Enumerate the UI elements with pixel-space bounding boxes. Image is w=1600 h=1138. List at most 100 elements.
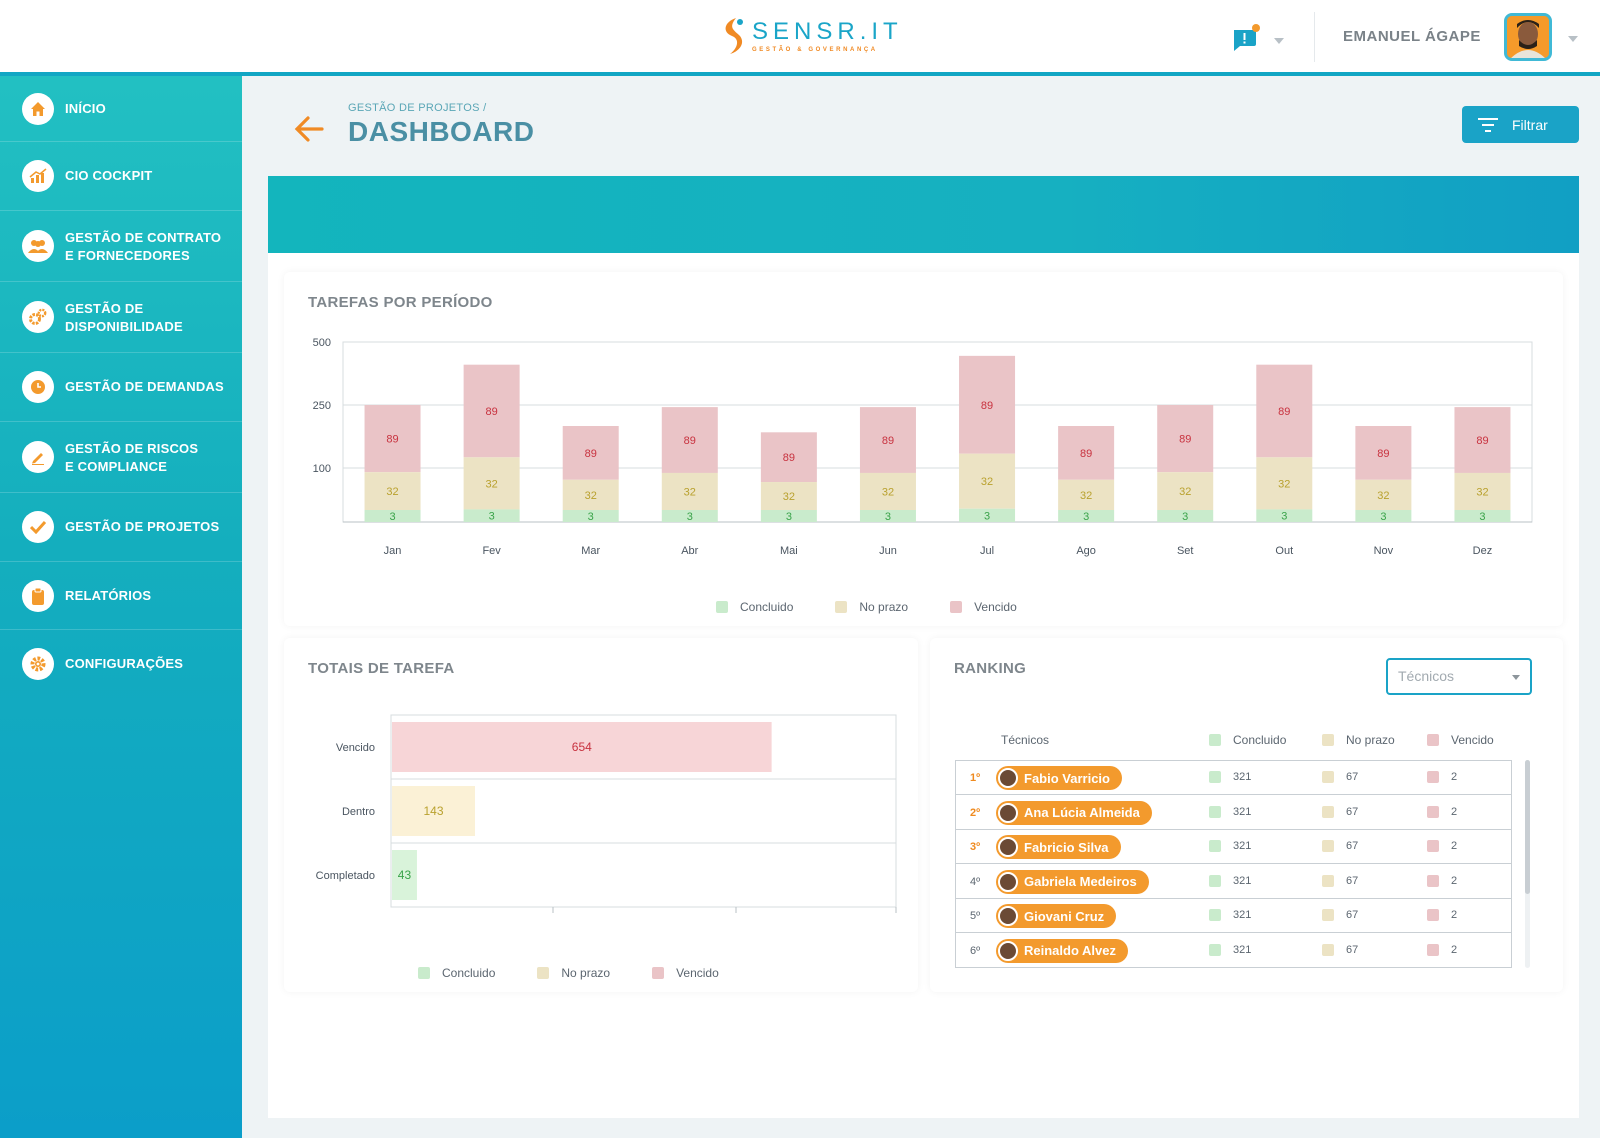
bar-concluido[interactable] [1454,510,1511,522]
sidebar-item-configuracoes[interactable]: CONFIGURAÇÕES [0,630,242,698]
sidebar-item-relatorios[interactable]: RELATÓRIOS [0,562,242,630]
bar-vencido[interactable] [1256,364,1313,458]
legend-vencido[interactable]: Vencido [652,966,719,980]
bar-vencido[interactable] [1355,426,1412,480]
card-title: RANKING [954,660,1027,677]
bar-vencido[interactable] [959,355,1016,454]
data-label: 3 [687,511,693,523]
sidebar-item-gestao-projetos[interactable]: GESTÃO DE PROJETOS [0,493,242,562]
user-avatar[interactable] [1504,13,1552,61]
bar-vencido[interactable] [463,364,520,458]
data-label: 3 [588,511,594,523]
sidebar-item-gestao-disponibilidade[interactable]: GESTÃO DE DISPONIBILIDADE [0,282,242,353]
page-title: DASHBOARD [348,116,535,147]
bar-no-prazo[interactable] [1058,479,1115,510]
sidebar-item-gestao-contrato[interactable]: GESTÃO DE CONTRATO E FORNECEDORES [0,211,242,282]
rank-position: 5º [970,910,981,922]
technician-chip[interactable]: Fabio Varricio [996,766,1122,790]
table-row[interactable]: 2º Ana Lúcia Almeida 321 67 2 [956,796,1511,830]
ranking-type-select[interactable]: Técnicos [1386,658,1532,695]
sidebar-item-cio-cockpit[interactable]: CIO COCKPIT [0,142,242,211]
bar-vencido[interactable] [1454,407,1511,473]
technician-chip[interactable]: Ana Lúcia Almeida [996,800,1152,825]
bar-concluido[interactable] [1058,510,1115,522]
bar-no-prazo[interactable] [1157,472,1214,510]
vencido-value: 2 [1451,805,1458,818]
bar-no-prazo[interactable] [463,457,520,510]
bar-no-prazo[interactable] [562,479,619,510]
bar-dentro[interactable] [392,786,476,836]
data-label: 89 [1080,448,1092,460]
x-tick-label: Jun [879,545,897,557]
notification-dropdown-icon[interactable] [1274,38,1284,44]
chat-alert-icon[interactable] [1232,24,1260,52]
technician-name: Fabricio Silva [1024,839,1109,855]
breadcrumb[interactable]: GESTÃO DE PROJETOS / [348,102,487,114]
bar-no-prazo[interactable] [661,472,718,510]
table-row[interactable]: 4º Gabriela Medeiros 321 67 2 [956,865,1511,899]
technician-chip[interactable]: Fabricio Silva [996,835,1121,859]
sidebar-item-inicio[interactable]: INÍCIO [0,76,242,142]
ranking-scrollbar[interactable] [1525,760,1530,968]
legend-no-prazo[interactable]: No prazo [835,600,908,614]
table-row[interactable]: 1º Fabio Varricio 321 67 2 [956,761,1511,795]
bar-vencido[interactable] [760,432,817,483]
table-row[interactable]: 6º Reinaldo Alvez 321 67 2 [956,934,1511,968]
bar-concluido[interactable] [463,509,520,522]
bar-concluido[interactable] [1157,510,1214,522]
avatar-portrait-icon [1507,16,1549,58]
table-row[interactable]: 5º Giovani Cruz 321 67 2 [956,899,1511,933]
sidebar-item-label: RELATÓRIOS [65,588,152,603]
filter-button[interactable]: Filtrar [1462,106,1579,143]
legend-concluido[interactable]: Concluido [716,600,793,614]
bar-vencido[interactable] [1058,426,1115,480]
bar-no-prazo[interactable] [859,472,916,510]
legend-swatch [1427,805,1439,818]
no-prazo-cell: 67 [1322,805,1358,818]
bar-concluido[interactable] [760,510,817,522]
bar-vencido[interactable] [859,407,916,473]
bar-no-prazo[interactable] [1454,472,1511,510]
data-label: 32 [981,476,993,488]
back-arrow-icon[interactable] [292,114,326,144]
bar-concluido[interactable] [1355,510,1412,522]
bar-no-prazo[interactable] [1256,457,1313,510]
data-label: 32 [1278,478,1290,490]
technician-chip[interactable]: Giovani Cruz [996,904,1117,928]
data-label: 89 [1179,434,1191,446]
bar-no-prazo[interactable] [959,453,1016,509]
scroll-thumb[interactable] [1525,760,1530,894]
technician-chip[interactable]: Gabriela Medeiros [996,869,1149,894]
sidebar-item-gestao-demandas[interactable]: GESTÃO DE DEMANDAS [0,353,242,422]
data-label: 32 [486,478,498,490]
bar-concluido[interactable] [1256,509,1313,522]
bar-concluido[interactable] [562,510,619,522]
bar-no-prazo[interactable] [760,482,817,510]
bar-vencido[interactable] [562,426,619,480]
chart-legend: Concluido No prazo Vencido [418,966,761,980]
legend-swatch [1427,771,1439,783]
home-icon [22,93,54,125]
legend-no-prazo[interactable]: No prazo [537,966,610,980]
legend-vencido[interactable]: Vencido [950,600,1017,614]
legend-label: Vencido [676,966,719,980]
bar-vencido[interactable] [364,405,421,473]
user-dropdown-icon[interactable] [1568,36,1578,42]
legend-concluido[interactable]: Concluido [418,966,495,980]
bar-concluido[interactable] [859,510,916,522]
bar-vencido[interactable] [392,722,772,772]
user-name[interactable]: EMANUEL ÁGAPE [1343,28,1481,45]
bar-completado[interactable] [392,850,417,900]
bar-no-prazo[interactable] [364,472,421,510]
bar-vencido[interactable] [661,407,718,473]
bar-concluido[interactable] [959,508,1016,522]
technician-chip[interactable]: Reinaldo Alvez [996,938,1128,963]
sidebar-item-gestao-riscos[interactable]: GESTÃO DE RISCOS E COMPLIANCE [0,422,242,493]
bar-no-prazo[interactable] [1355,479,1412,510]
bar-concluido[interactable] [364,510,421,522]
table-row[interactable]: 3º Fabricio Silva 321 67 2 [956,830,1511,864]
sensr-logo[interactable]: SENSR.IT GESTÃO & GOVERNANÇA [718,16,903,56]
bar-concluido[interactable] [661,510,718,522]
data-label: 89 [1377,448,1389,460]
bar-vencido[interactable] [1157,405,1214,473]
